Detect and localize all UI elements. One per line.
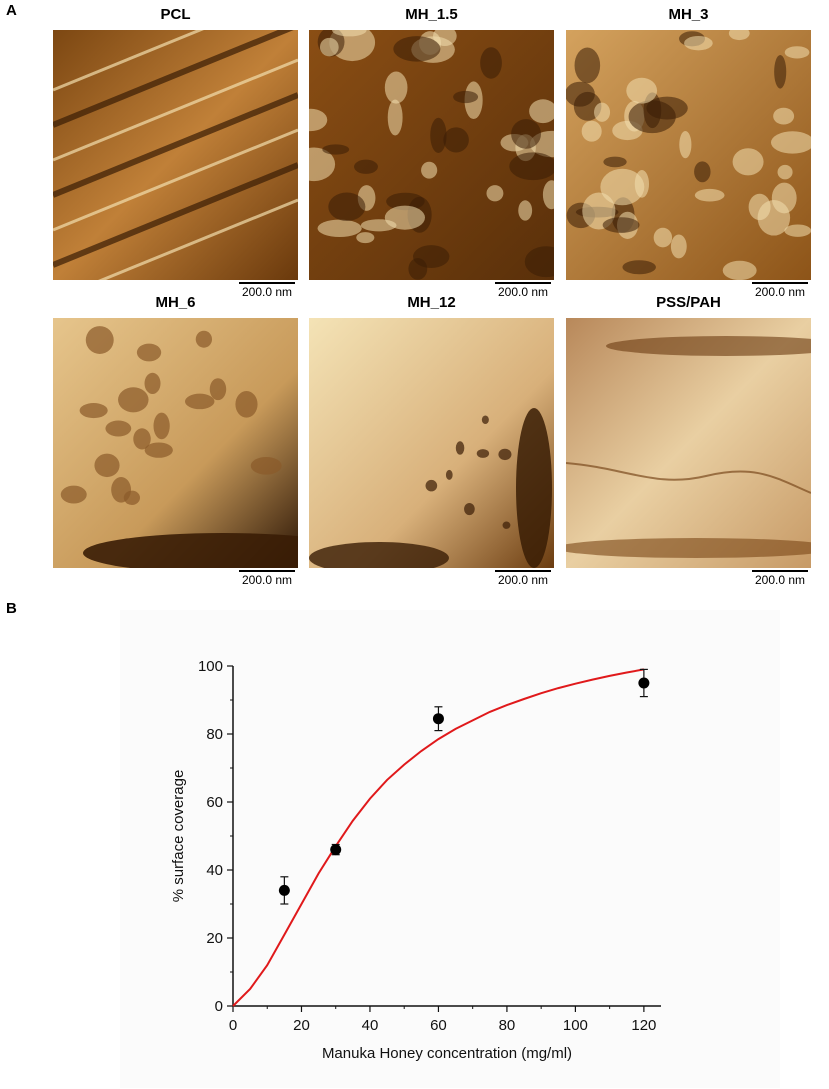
scale-bar: 200.0 nm	[236, 282, 298, 299]
afm-panel-title: MH_6	[155, 294, 196, 311]
scale-bar-label: 200.0 nm	[497, 573, 549, 587]
afm-panel-title: MH_12	[407, 294, 456, 311]
afm-panel: MH_3 200.0 nm	[566, 6, 811, 300]
x-tick-label: 0	[229, 1017, 237, 1034]
afm-panel: PCL 200.0 nm	[53, 6, 298, 300]
scale-bar: 200.0 nm	[492, 570, 554, 587]
afm-image	[566, 30, 811, 280]
afm-image	[566, 318, 811, 568]
afm-image	[53, 30, 298, 280]
plot-background	[120, 610, 780, 1088]
afm-panel-title: MH_1.5	[405, 6, 458, 23]
afm-panel-title: PSS/PAH	[656, 294, 721, 311]
scale-bar-label: 200.0 nm	[241, 573, 293, 587]
afm-panel: MH_1.5 200.0 nm	[309, 6, 554, 300]
x-tick-label: 60	[430, 1017, 447, 1034]
afm-image	[309, 318, 554, 568]
afm-panel: MH_12 200.0 nm	[309, 294, 554, 588]
afm-panel: MH_6 200.0 nm	[53, 294, 298, 588]
scale-bar: 200.0 nm	[749, 282, 811, 299]
afm-image	[53, 318, 298, 568]
scale-bar-label: 200.0 nm	[754, 285, 806, 299]
x-tick-label: 120	[631, 1017, 656, 1034]
scale-bar-line	[495, 570, 551, 572]
scale-bar: 200.0 nm	[749, 570, 811, 587]
y-axis-title: % surface coverage	[170, 770, 187, 903]
x-tick-label: 40	[362, 1017, 379, 1034]
data-point	[278, 884, 290, 896]
data-point	[638, 677, 650, 689]
scale-bar-label: 200.0 nm	[497, 285, 549, 299]
y-tick-label: 20	[206, 930, 223, 947]
x-tick-label: 100	[563, 1017, 588, 1034]
y-tick-label: 40	[206, 862, 223, 879]
coverage-chart: 0 20 40 60 80 100 120 0 20 40 60 80 100 Manuka Honey …	[170, 658, 661, 1062]
afm-image	[309, 30, 554, 280]
y-tick-label: 100	[198, 658, 223, 675]
scale-bar-line	[239, 570, 295, 572]
x-tick-label: 20	[293, 1017, 310, 1034]
scale-bar-line	[495, 282, 551, 284]
y-tick-label: 80	[206, 726, 223, 743]
scale-bar-label: 200.0 nm	[754, 573, 806, 587]
scale-bar: 200.0 nm	[492, 282, 554, 299]
scale-bar: 200.0 nm	[236, 570, 298, 587]
y-tick-label: 60	[206, 794, 223, 811]
afm-panel-title: MH_3	[668, 6, 709, 23]
data-point	[330, 844, 342, 856]
data-point	[432, 713, 444, 725]
afm-panel: PSS/PAH 200.0 nm	[566, 294, 811, 588]
y-tick-label: 0	[215, 998, 223, 1015]
scale-bar-line	[752, 570, 808, 572]
scale-bar-line	[239, 282, 295, 284]
panel-a-label: A	[6, 2, 17, 19]
scale-bar-label: 200.0 nm	[241, 285, 293, 299]
x-axis-title: Manuka Honey concentration (mg/ml)	[322, 1045, 572, 1062]
x-tick-label: 80	[499, 1017, 516, 1034]
fit-curve	[232, 668, 645, 1007]
panel-b-label: B	[6, 600, 17, 617]
afm-panel-title: PCL	[160, 6, 191, 23]
scale-bar-line	[752, 282, 808, 284]
